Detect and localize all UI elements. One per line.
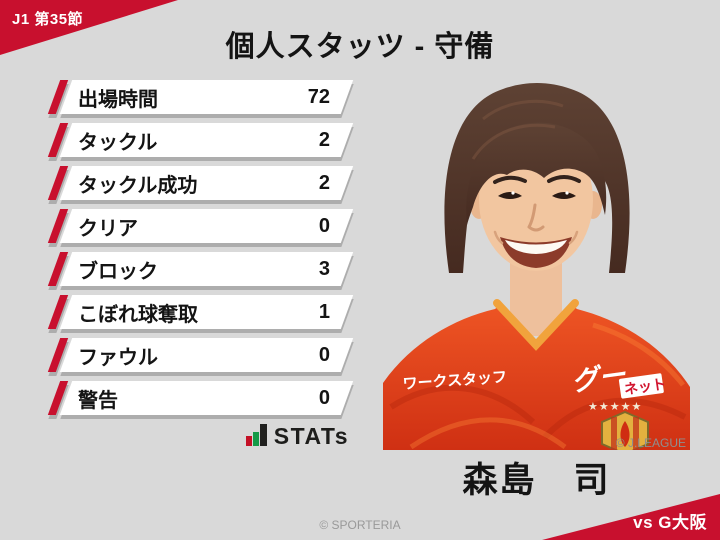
hair-highlight (471, 99, 564, 160)
stat-label: ファウル (78, 346, 158, 369)
stat-label: タックル (78, 131, 158, 154)
eyebrow (493, 175, 581, 184)
stats-list: 出場時間 72 タックル 2 タックル成功 2 クリア 0 ブロック 3 こぼれ… (59, 80, 354, 424)
stat-label: 出場時間 (78, 88, 158, 111)
teeth (505, 240, 567, 254)
stat-row: クリア 0 (59, 209, 354, 243)
stat-label: ブロック (78, 260, 158, 283)
stat-row: タックル成功 2 (59, 166, 354, 200)
stat-row: 警告 0 (59, 381, 354, 415)
stat-value: 1 (318, 300, 330, 323)
hair (444, 83, 630, 273)
stat-label: こぼれ球奪取 (78, 303, 198, 326)
stat-value: 0 (318, 343, 330, 366)
stat-label: タックル成功 (78, 174, 198, 197)
eye (498, 192, 576, 199)
stat-value: 2 (318, 171, 330, 194)
eye-glint (511, 191, 515, 195)
stats-wordmark-label: STATs (273, 423, 349, 449)
jersey-pattern (389, 384, 687, 440)
player-portrait-illustration: ワークスタッフ グー ネット ★★★★★ (383, 83, 690, 456)
stat-value: 3 (318, 257, 330, 280)
site-credit: © SPORTERIA (319, 518, 401, 532)
stat-row: ファウル 0 (59, 338, 354, 372)
match-badge-label: vs G大阪 (633, 513, 707, 532)
player-name: 森島 司 (462, 461, 611, 500)
collar (493, 299, 579, 351)
stat-row: 出場時間 72 (59, 80, 354, 114)
stat-label: クリア (78, 217, 138, 240)
jersey (383, 304, 690, 450)
club-crest (601, 410, 649, 456)
nose (527, 203, 545, 232)
bar-chart-icon (245, 424, 267, 447)
stat-row: タックル 2 (59, 123, 354, 157)
stat-value: 0 (318, 214, 330, 237)
stats-wordmark: STATs (0, 423, 349, 449)
stat-value: 2 (318, 128, 330, 151)
eye-glint (565, 191, 569, 195)
stat-label: 警告 (78, 389, 118, 412)
jersey-sponsor-right-sub: ネット (623, 376, 667, 398)
smile-crease (493, 230, 579, 245)
player-photo: ワークスタッフ グー ネット ★★★★★ (383, 75, 690, 456)
jersey-stars: ★★★★★ (588, 401, 642, 413)
stat-row: こぼれ球奪取 1 (59, 295, 354, 329)
jersey-sponsor-right-box: ネット (618, 373, 667, 399)
jersey-pattern (409, 322, 685, 450)
stat-row: ブロック 3 (59, 252, 354, 286)
photo-credit: © J.LEAGUE (615, 436, 686, 450)
stat-value: 72 (307, 85, 330, 108)
hair-fringe (466, 122, 607, 225)
stat-value: 0 (318, 386, 330, 409)
page-title: 個人スタッツ - 守備 (225, 31, 495, 63)
competition-badge-label: J1 第35節 (12, 11, 84, 28)
